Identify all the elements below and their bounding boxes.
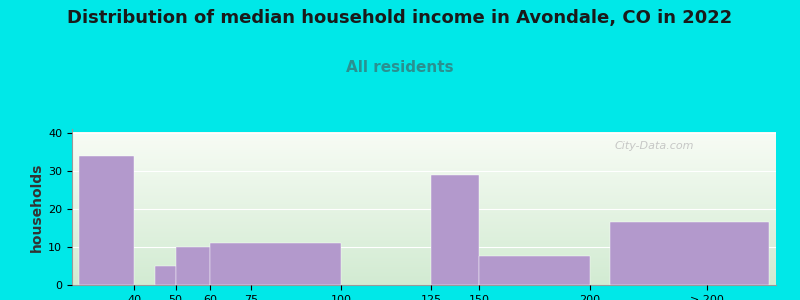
Bar: [479, 256, 590, 285]
Bar: [175, 247, 210, 285]
Text: City-Data.com: City-Data.com: [614, 142, 694, 152]
Bar: [79, 156, 134, 285]
Bar: [210, 243, 341, 285]
Bar: [610, 222, 769, 285]
Bar: [431, 175, 479, 285]
Text: All residents: All residents: [346, 60, 454, 75]
Text: Distribution of median household income in Avondale, CO in 2022: Distribution of median household income …: [67, 9, 733, 27]
Y-axis label: households: households: [30, 162, 44, 252]
Bar: [155, 266, 175, 285]
